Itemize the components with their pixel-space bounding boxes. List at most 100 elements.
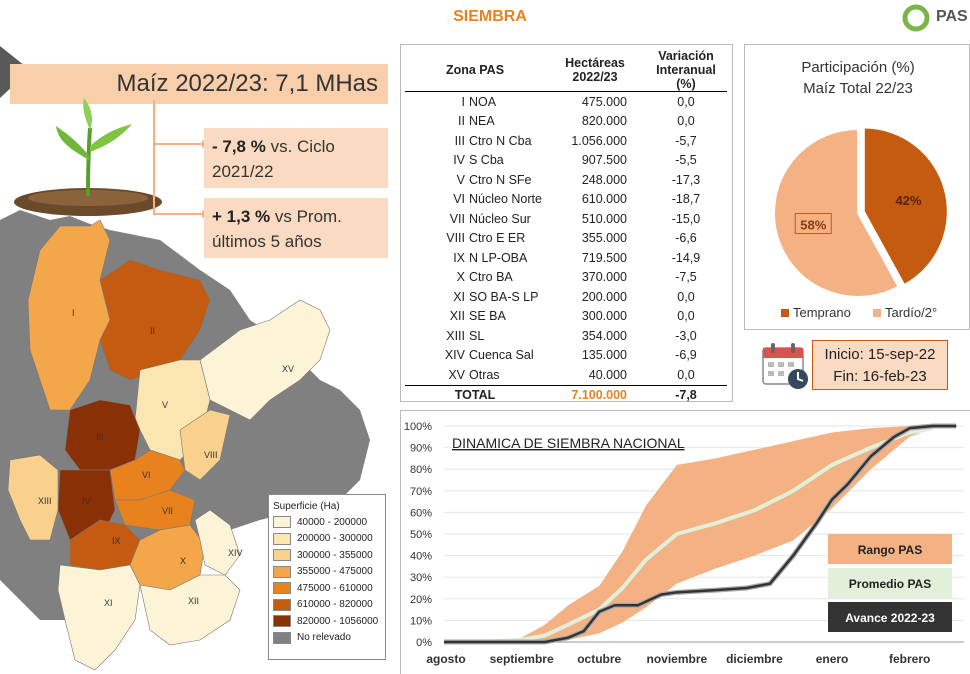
sowing-start-date: Inicio: 15-sep-22 xyxy=(824,346,936,363)
corn-plant-icon xyxy=(14,98,162,216)
hectares-cell: 200.000 xyxy=(581,289,627,304)
zone-name: Ctro BA xyxy=(469,270,513,285)
column-header-zone: Zona PAS xyxy=(405,49,545,92)
zone-cell: VIII Ctro E ER xyxy=(405,229,545,249)
zone-name: Ctro N SFe xyxy=(469,172,532,187)
y-tick-label: 80% xyxy=(410,464,432,476)
pie-slice-label: 42% xyxy=(896,193,922,208)
pie-title-line1: Participación (%) xyxy=(801,59,915,76)
total-label: TOTAL xyxy=(405,384,545,405)
zone-cell: IX N LP-OBA xyxy=(405,248,545,268)
chart-legend-label: Avance 2022-23 xyxy=(845,611,935,625)
variation-cell: -5,5 xyxy=(675,153,697,168)
chart-title: DINAMICA DE SIEMBRA NACIONAL xyxy=(452,435,685,451)
stat-value: + 1,3 % xyxy=(212,207,271,226)
pie-chart: 42% 58% Temprano Tardío/2° xyxy=(773,126,949,320)
zone-cell: II NEA xyxy=(405,112,545,132)
variation-cell: 0,0 xyxy=(677,114,695,129)
map-zone-label: IV xyxy=(82,496,91,506)
map-legend-title: Superficie (Ha) xyxy=(273,501,340,512)
stat-vs-average: + 1,3 % vs Prom. últimos 5 años xyxy=(204,198,388,258)
hectares-cell: 907.500 xyxy=(581,153,627,168)
y-tick-label: 90% xyxy=(410,443,432,455)
x-tick-label: octubre xyxy=(577,652,621,666)
pie-slice xyxy=(862,126,949,287)
y-tick-label: 10% xyxy=(410,615,432,627)
table-total-row: TOTAL 7.100.000 -7,8 xyxy=(405,384,727,405)
y-tick-label: 40% xyxy=(410,551,432,563)
variation-cell: -7,5 xyxy=(675,270,697,285)
map-zone-label: II xyxy=(150,326,155,336)
chart-legend-label: Promedio PAS xyxy=(849,577,931,591)
pie-slice-label: 58% xyxy=(800,217,826,232)
map-legend-item: 355000 - 475000 xyxy=(273,564,381,581)
zone-roman: X xyxy=(456,270,465,285)
legend-label: 40000 - 200000 xyxy=(297,516,368,528)
zone-roman: VII xyxy=(449,211,465,226)
x-tick-label: febrero xyxy=(889,652,930,666)
x-tick-label: agosto xyxy=(426,652,465,666)
zone-name: Otras xyxy=(469,367,500,382)
map-legend-item: 820000 - 1056000 xyxy=(273,613,381,630)
map-zone-label: VI xyxy=(142,470,151,480)
pie-panel: Participación (%) Maíz Total 22/23 42% 58… xyxy=(744,44,970,330)
variation-cell: -5,7 xyxy=(675,133,697,148)
chart-legend-item xyxy=(828,534,952,564)
table-row: XIV Cuenca Sal 135.000 -6,9 xyxy=(405,346,727,366)
legend-label: 200000 - 300000 xyxy=(297,533,373,545)
table-row: VIII Ctro E ER 355.000 -6,6 xyxy=(405,229,727,249)
page-title: SIEMBRA xyxy=(453,8,527,25)
map-region-XIV xyxy=(194,509,241,576)
map-zone-label: IX xyxy=(112,536,121,546)
hectares-cell: 475.000 xyxy=(581,94,627,109)
x-tick-label: septiembre xyxy=(490,652,554,666)
zone-name: Ctro E ER xyxy=(469,231,526,246)
map-zone-label: X xyxy=(180,556,186,566)
zone-cell: X Ctro BA xyxy=(405,268,545,288)
sowing-end-date: Fin: 16-feb-23 xyxy=(833,368,927,385)
variation-cell: -15,0 xyxy=(671,211,701,226)
zone-roman: XIV xyxy=(444,348,465,363)
y-tick-label: 60% xyxy=(410,507,432,519)
y-tick-label: 20% xyxy=(410,594,432,606)
zone-cell: XV Otras xyxy=(405,365,545,385)
legend-label: No relevado xyxy=(297,632,351,644)
map-zone-label: VIII xyxy=(204,450,218,460)
legend-label: 820000 - 1056000 xyxy=(297,615,379,627)
map-legend-item: 610000 - 820000 xyxy=(273,597,381,614)
pie-legend-label: Temprano xyxy=(793,305,851,320)
zone-name: N LP-OBA xyxy=(469,250,528,265)
zone-name: Núcleo Norte xyxy=(469,192,542,207)
zone-roman: I xyxy=(461,94,465,109)
zone-roman: XI xyxy=(453,289,465,304)
pie-label-box xyxy=(794,212,832,234)
zone-name: Cuenca Sal xyxy=(469,348,534,363)
legend-swatch xyxy=(273,549,291,562)
map-zone-label: III xyxy=(96,432,104,442)
logo xyxy=(902,4,930,32)
variation-cell: 0,0 xyxy=(677,367,695,382)
zone-table-panel: Zona PAS Hectáreas 2022/23 Variación Int… xyxy=(400,44,733,405)
zone-roman: VI xyxy=(453,192,465,207)
variation-cell: 0,0 xyxy=(677,309,695,324)
zone-name: NOA xyxy=(469,94,497,109)
legend-label: 355000 - 475000 xyxy=(297,566,373,578)
zone-table: Zona PAS Hectáreas 2022/23 Variación Int… xyxy=(405,49,727,405)
pie-slice xyxy=(773,127,900,298)
variation-cell: -6,9 xyxy=(675,348,697,363)
zone-name: Núcleo Sur xyxy=(469,211,531,226)
total-variation: -7,8 xyxy=(645,384,727,405)
legend-swatch xyxy=(273,598,291,611)
zone-cell: XI SO BA-S LP xyxy=(405,287,545,307)
logo-text: PAS xyxy=(936,8,968,25)
table-row: VI Núcleo Norte 610.000 -18,7 xyxy=(405,190,727,210)
variation-cell: 0,0 xyxy=(677,289,695,304)
zone-roman: XII xyxy=(449,309,465,324)
table-row: II NEA 820.000 0,0 xyxy=(405,112,727,132)
hectares-cell: 820.000 xyxy=(581,114,627,129)
zone-cell: I NOA xyxy=(405,92,545,112)
hectares-cell: 510.000 xyxy=(581,211,627,226)
zone-roman: IV xyxy=(453,153,465,168)
map-legend-item: No relevado xyxy=(273,630,381,647)
